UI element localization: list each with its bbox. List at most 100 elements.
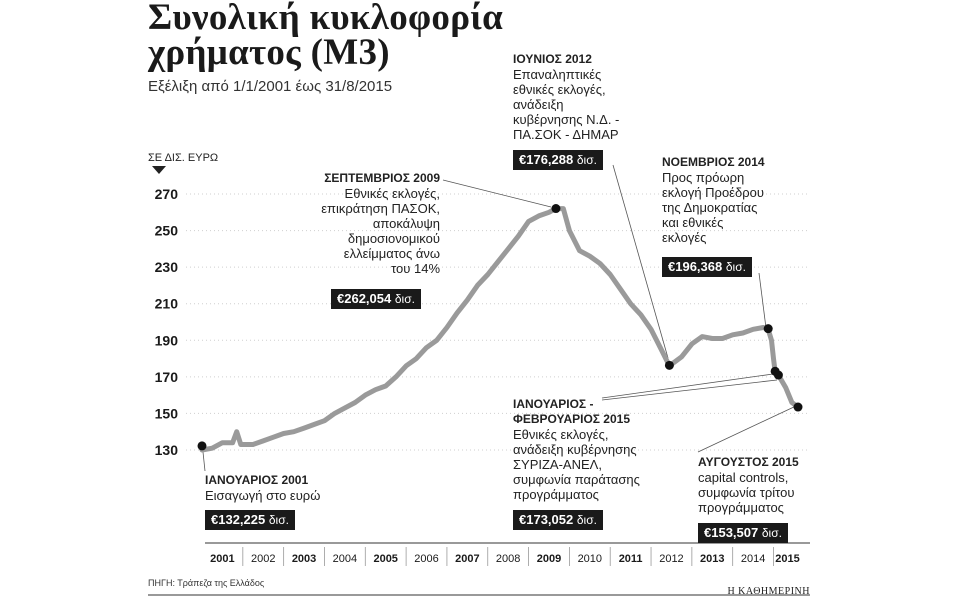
leader-jun2012 (612, 164, 669, 359)
annotation-janfeb2015-text-0: Εθνικές εκλογές, (513, 427, 609, 442)
value-unit-aug2015: δισ. (761, 526, 782, 540)
x-tick-label-2007: 2007 (455, 553, 479, 565)
annotation-jun2012-text-1: εθνικές εκλογές, (513, 82, 606, 97)
x-tick-label-2014: 2014 (741, 553, 765, 565)
data-point-marker-3 (763, 324, 773, 334)
x-tick-label-2012: 2012 (659, 553, 683, 565)
value-badge-janfeb2015: €173,052 δισ. (513, 510, 603, 530)
annotation-janfeb2015-text-2: ΣΥΡΙΖΑ-ΑΝΕΛ, (513, 457, 602, 472)
data-point-marker-5 (773, 370, 783, 380)
data-point-marker-6 (793, 402, 803, 412)
leader-nov2014 (758, 272, 767, 329)
annotation-sep2009-text-1: επικράτηση ΠΑΣΟΚ, (321, 201, 440, 216)
value-unit-jan2001: δισ. (268, 513, 289, 527)
leader-janfeb2015-a (601, 373, 774, 399)
annotation-janfeb2015: ΙΑΝΟΥΑΡΙΟΣ - ΦΕΒΡΟΥΑΡΙΟΣ 2015 Εθνικές εκ… (513, 397, 640, 502)
y-tick-label-230: 230 (155, 259, 179, 275)
series-line-m3 (199, 206, 801, 453)
annotation-janfeb2015-text-3: συμφωνία παράτασης (513, 472, 640, 487)
annotation-jan2001-head: ΙΑΝΟΥΑΡΙΟΣ 2001 (205, 473, 309, 487)
annotation-janfeb2015-text-4: προγράμματος (513, 487, 599, 502)
annotation-nov2014-text-4: εκλογές (662, 230, 707, 245)
x-tick-label-2011: 2011 (619, 553, 643, 565)
unit-arrow-icon (152, 166, 166, 174)
value-badge-jan2001: €132,225 δισ. (205, 510, 295, 530)
value-janfeb2015: €173,052 (519, 512, 574, 527)
annotation-janfeb2015-text-1: ανάδειξη κυβέρνησης (513, 442, 637, 457)
value-badge-sep2009: €262,054 δισ. (331, 289, 421, 309)
annotation-sep2009-text-0: Εθνικές εκλογές, (344, 186, 440, 201)
x-tick-label-2003: 2003 (292, 553, 316, 565)
x-tick-label-2005: 2005 (373, 553, 397, 565)
chart-subtitle: Εξέλιξη από 1/1/2001 έως 31/8/2015 (148, 78, 393, 95)
footer-rule (148, 594, 810, 596)
annotation-jun2012-text-2: ανάδειξη (513, 97, 564, 112)
x-tick-label-2015: 2015 (775, 553, 799, 565)
annotation-aug2015-head: ΑΥΓΟΥΣΤΟΣ 2015 (698, 455, 799, 469)
value-sep2009: €262,054 (337, 291, 392, 306)
value-jun2012: €176,288 (519, 152, 574, 167)
x-tick-label-2004: 2004 (333, 553, 357, 565)
data-point-marker-0 (197, 441, 207, 451)
annotation-aug2015-text-2: προγράμματος (698, 500, 784, 515)
y-tick-label-150: 150 (155, 405, 179, 421)
annotation-aug2015-text-1: συμφωνία τρίτου (698, 485, 795, 500)
data-point-marker-1 (551, 204, 561, 214)
value-unit-janfeb2015: δισ. (576, 513, 597, 527)
annotation-nov2014-text-3: και εθνικές (662, 215, 724, 230)
annotation-sep2009-text-2: αποκάλυψη (372, 216, 440, 231)
annotation-janfeb2015-head2: ΦΕΒΡΟΥΑΡΙΟΣ 2015 (513, 412, 631, 426)
y-tick-label-190: 190 (155, 332, 179, 348)
annotation-jun2012-text-0: Επαναληπτικές (513, 67, 602, 82)
x-tick-label-2001: 2001 (210, 553, 234, 565)
leader-jan2001 (202, 451, 206, 472)
chart-title: Συνολική κυκλοφορία χρήματος (Μ3) (148, 0, 504, 73)
value-aug2015: €153,507 (704, 525, 759, 540)
annotation-nov2014-text-0: Προς πρόωρη (662, 170, 745, 185)
annotation-sep2009-head: ΣΕΠΤΕΜΒΡΙΟΣ 2009 (324, 171, 440, 185)
annotation-nov2014-text-1: εκλογή Προέδρου (662, 185, 764, 200)
annotation-nov2014-head: ΝΟΕΜΒΡΙΟΣ 2014 (662, 155, 765, 169)
title-line-1: Συνολική κυκλοφορία (148, 0, 504, 38)
annotation-nov2014-text-2: της Δημοκρατίας (662, 200, 758, 215)
annotation-jun2012-text-3: κυβέρνησης Ν.Δ. - (513, 112, 620, 127)
y-tick-label-170: 170 (155, 369, 179, 385)
annotation-aug2015: ΑΥΓΟΥΣΤΟΣ 2015 capital controls, συμφωνί… (698, 455, 799, 515)
annotation-jan2001: ΙΑΝΟΥΑΡΙΟΣ 2001 Εισαγωγή στο ευρώ (205, 473, 320, 503)
value-badge-aug2015: €153,507 δισ. (698, 523, 788, 543)
annotation-janfeb2015-head: ΙΑΝΟΥΑΡΙΟΣ - (513, 397, 594, 411)
leader-aug2015 (697, 405, 797, 453)
y-tick-label-250: 250 (155, 223, 179, 239)
leader-janfeb2015-b (601, 379, 778, 401)
x-tick-label-2008: 2008 (496, 553, 520, 565)
y-tick-label-270: 270 (155, 186, 179, 202)
annotation-sep2009-text-4: ελλείμματος άνω (343, 246, 440, 261)
x-tick-label-2013: 2013 (700, 553, 724, 565)
annotation-jun2012-text-4: ΠΑ.ΣΟΚ - ΔΗΜΑΡ (513, 127, 619, 142)
title-line-2: χρήματος (Μ3) (148, 32, 390, 73)
value-unit-sep2009: δισ. (394, 292, 415, 306)
annotation-jan2001-text: Εισαγωγή στο ευρώ (205, 488, 321, 503)
x-tick-label-2009: 2009 (537, 553, 561, 565)
annotation-sep2009: ΣΕΠΤΕΜΒΡΙΟΣ 2009 Εθνικές εκλογές, επικρά… (290, 171, 440, 276)
value-unit-nov2014: δισ. (725, 260, 746, 274)
annotation-nov2014: ΝΟΕΜΒΡΙΟΣ 2014 Προς πρόωρη εκλογή Προέδρ… (662, 155, 765, 245)
annotation-aug2015-text-0: capital controls, (698, 470, 789, 485)
y-axis-unit-label: ΣΕ ΔΙΣ. ΕΥΡΩ (148, 152, 219, 164)
x-tick-label-2006: 2006 (414, 553, 438, 565)
value-nov2014: €196,368 (668, 259, 723, 274)
leader-sep2009 (442, 179, 552, 208)
value-badge-jun2012: €176,288 δισ. (513, 150, 603, 170)
value-unit-jun2012: δισ. (576, 153, 597, 167)
brand-logo: Η ΚΑΘΗΜΕΡΙΝΗ (727, 586, 810, 597)
value-jan2001: €132,225 (211, 512, 266, 527)
y-tick-label-130: 130 (155, 442, 179, 458)
annotation-jun2012: ΙΟΥΝΙΟΣ 2012 Επαναληπτικές εθνικές εκλογ… (513, 52, 619, 142)
data-point-marker-2 (664, 360, 674, 370)
x-tick-label-2010: 2010 (578, 553, 602, 565)
y-tick-label-210: 210 (155, 296, 179, 312)
annotation-sep2009-text-5: του 14% (391, 261, 440, 276)
annotation-jun2012-head: ΙΟΥΝΙΟΣ 2012 (513, 52, 592, 66)
value-badge-nov2014: €196,368 δισ. (662, 257, 752, 277)
